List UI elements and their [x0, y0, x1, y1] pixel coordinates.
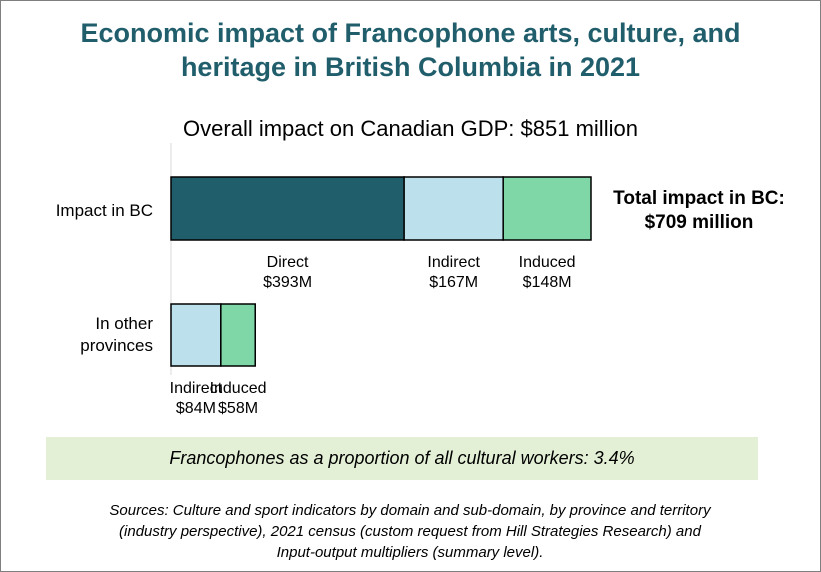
sources-line-1: Sources: Culture and sport indicators by… [109, 502, 711, 519]
bar-segment-induced [502, 176, 592, 241]
labels-group: Impact in BC In other provinces Direct $393M… [56, 201, 576, 417]
sources-line-2: (industry perspective), 2021 census (cus… [119, 523, 701, 540]
total-bc-line-2: $709 million [645, 212, 754, 233]
chart-title: Economic impact of Francophone arts, cul… [0, 16, 821, 84]
segment-value-label: $84M [176, 400, 216, 417]
segment-value-label: $58M [218, 400, 258, 417]
highlight-box: Francophones as a proportion of all cult… [46, 437, 758, 480]
segment-name-label: Induced [519, 254, 576, 271]
title-line-1: Economic impact of Francophone arts, cul… [80, 18, 741, 48]
highlight-text: Francophones as a proportion of all cult… [169, 448, 635, 468]
bar-segment-indirect [403, 176, 504, 241]
sources-line-3: Input-output multipliers (summary level)… [276, 544, 544, 561]
bars-group [170, 176, 592, 367]
segment-name-label: Direct [267, 254, 309, 271]
title-line-2: heritage in British Columbia in 2021 [180, 52, 641, 82]
category-label: Impact in BC [56, 201, 153, 220]
segment-value-label: $148M [523, 274, 572, 291]
category-label: provinces [80, 336, 153, 355]
segment-value-label: $393M [263, 274, 312, 291]
sources-note: Sources: Culture and sport indicators by… [30, 500, 790, 563]
bar-segment-direct [170, 176, 405, 241]
bar-segment-indirect [170, 303, 222, 367]
segment-name-label: Induced [210, 380, 267, 397]
segment-value-label: $167M [429, 274, 478, 291]
segment-name-label: Indirect [170, 380, 223, 397]
bar-segment-induced [220, 303, 256, 367]
total-bc-line-1: Total impact in BC: [613, 188, 785, 209]
category-label: In other [95, 314, 153, 333]
chart-subtitle: Overall impact on Canadian GDP: $851 mil… [183, 116, 638, 141]
segment-name-label: Indirect [427, 254, 480, 271]
